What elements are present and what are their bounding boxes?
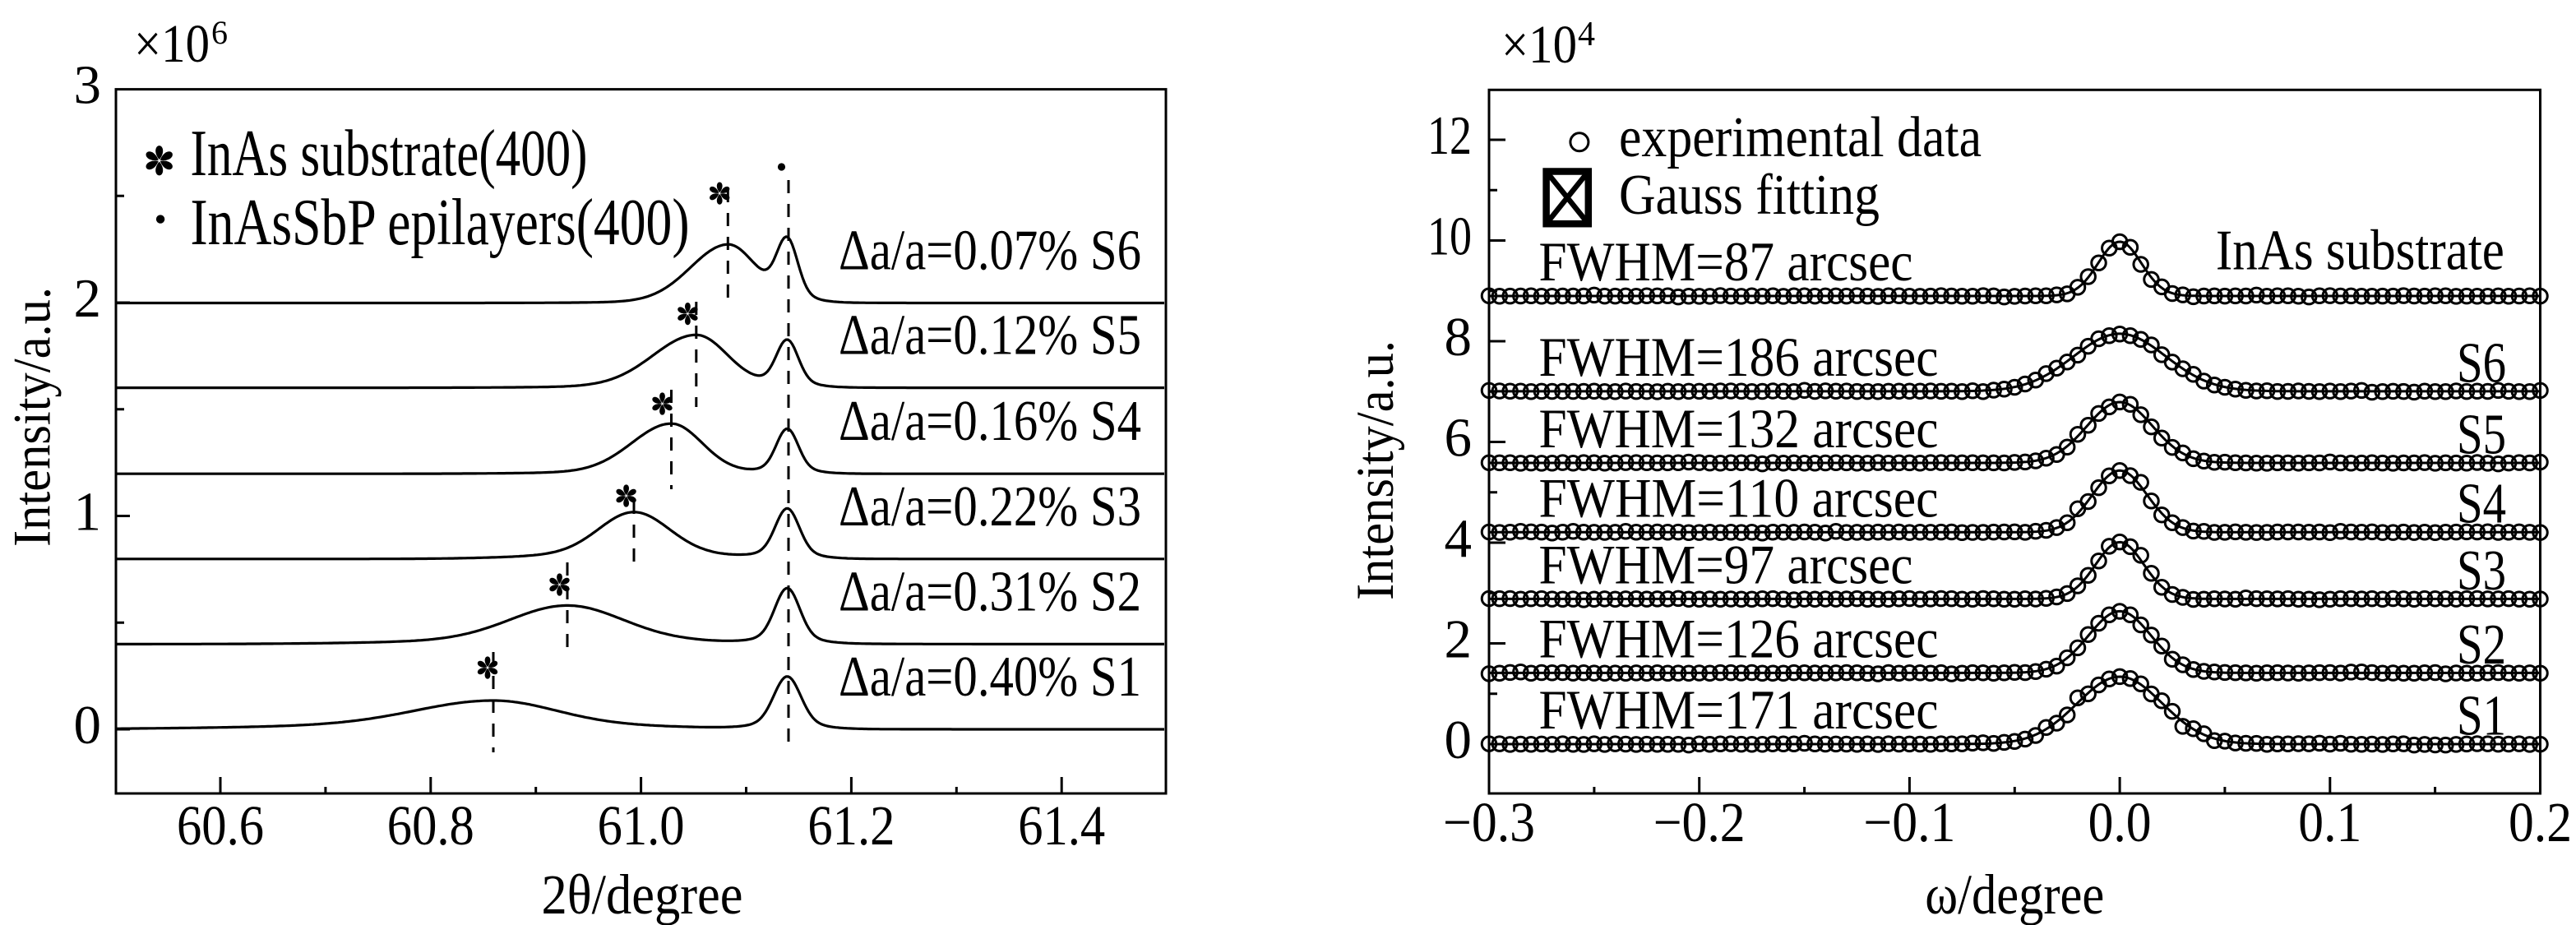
svg-text:0.0: 0.0 bbox=[2088, 791, 2152, 853]
svg-text:4: 4 bbox=[1445, 508, 1473, 569]
svg-text:S1: S1 bbox=[2457, 684, 2506, 747]
svg-text:Δa/a=0.31% S2: Δa/a=0.31% S2 bbox=[839, 560, 1141, 623]
svg-text:Intensity/a.u.: Intensity/a.u. bbox=[1346, 340, 1405, 600]
svg-text:Δa/a=0.16% S4: Δa/a=0.16% S4 bbox=[839, 390, 1141, 453]
svg-text:FWHM=171 arcsec: FWHM=171 arcsec bbox=[1539, 678, 1939, 741]
svg-text:FWHM=186 arcsec: FWHM=186 arcsec bbox=[1539, 326, 1939, 388]
svg-text:S3: S3 bbox=[2457, 539, 2506, 603]
svg-text:FWHM=97 arcsec: FWHM=97 arcsec bbox=[1539, 533, 1913, 595]
svg-text:0: 0 bbox=[74, 695, 102, 756]
svg-text:experimental data: experimental data bbox=[1619, 106, 1982, 169]
svg-text:61.0: 61.0 bbox=[598, 794, 685, 857]
svg-text:InAs substrate: InAs substrate bbox=[2216, 220, 2504, 283]
svg-text:FWHM=110 arcsec: FWHM=110 arcsec bbox=[1539, 466, 1939, 529]
svg-text:S4: S4 bbox=[2457, 473, 2506, 536]
svg-text:60.6: 60.6 bbox=[177, 794, 264, 857]
svg-text:Δa/a=0.40% S1: Δa/a=0.40% S1 bbox=[839, 645, 1141, 709]
svg-text:6: 6 bbox=[211, 14, 228, 51]
svg-text:InAs substrate(400): InAs substrate(400) bbox=[191, 118, 588, 190]
svg-text:FWHM=87 arcsec: FWHM=87 arcsec bbox=[1539, 230, 1913, 293]
svg-text:2θ/degree: 2θ/degree bbox=[542, 863, 743, 925]
svg-text:−0.1: −0.1 bbox=[1863, 791, 1955, 853]
svg-text:8: 8 bbox=[1445, 307, 1473, 368]
svg-text:61.4: 61.4 bbox=[1018, 794, 1105, 857]
svg-text:Δa/a=0.07% S6: Δa/a=0.07% S6 bbox=[839, 220, 1141, 283]
svg-text:S6: S6 bbox=[2457, 331, 2506, 395]
svg-text:FWHM=132 arcsec: FWHM=132 arcsec bbox=[1539, 397, 1939, 460]
svg-text:10: 10 bbox=[1427, 206, 1472, 267]
svg-text:−0.2: −0.2 bbox=[1653, 791, 1746, 853]
svg-text:×10: ×10 bbox=[134, 14, 210, 74]
svg-text:0.1: 0.1 bbox=[2298, 791, 2361, 853]
svg-text:Gauss fitting: Gauss fitting bbox=[1619, 164, 1880, 227]
svg-text:FWHM=126 arcsec: FWHM=126 arcsec bbox=[1539, 607, 1939, 669]
svg-text:60.8: 60.8 bbox=[387, 794, 474, 857]
svg-text:InAsSbP epilayers(400): InAsSbP epilayers(400) bbox=[191, 187, 690, 259]
svg-text:0: 0 bbox=[1445, 710, 1473, 770]
svg-text:0.2: 0.2 bbox=[2509, 791, 2572, 853]
svg-text:4: 4 bbox=[1578, 16, 1595, 53]
svg-text:61.2: 61.2 bbox=[807, 794, 895, 857]
svg-text:S5: S5 bbox=[2457, 403, 2506, 466]
svg-text:2: 2 bbox=[1445, 609, 1473, 670]
svg-text:12: 12 bbox=[1427, 105, 1472, 166]
svg-text:Δa/a=0.12% S5: Δa/a=0.12% S5 bbox=[839, 304, 1141, 368]
svg-text:S2: S2 bbox=[2457, 613, 2506, 677]
svg-text:ω/degree: ω/degree bbox=[1925, 863, 2104, 925]
svg-text:Intensity/a.u.: Intensity/a.u. bbox=[3, 287, 62, 547]
svg-text:Δa/a=0.22% S3: Δa/a=0.22% S3 bbox=[839, 475, 1141, 539]
svg-text:6: 6 bbox=[1445, 408, 1473, 469]
svg-text:−0.3: −0.3 bbox=[1443, 791, 1535, 853]
svg-text:1: 1 bbox=[74, 482, 102, 543]
svg-text:×10: ×10 bbox=[1501, 15, 1577, 75]
svg-text:3: 3 bbox=[74, 55, 102, 116]
svg-text:2: 2 bbox=[74, 268, 102, 329]
